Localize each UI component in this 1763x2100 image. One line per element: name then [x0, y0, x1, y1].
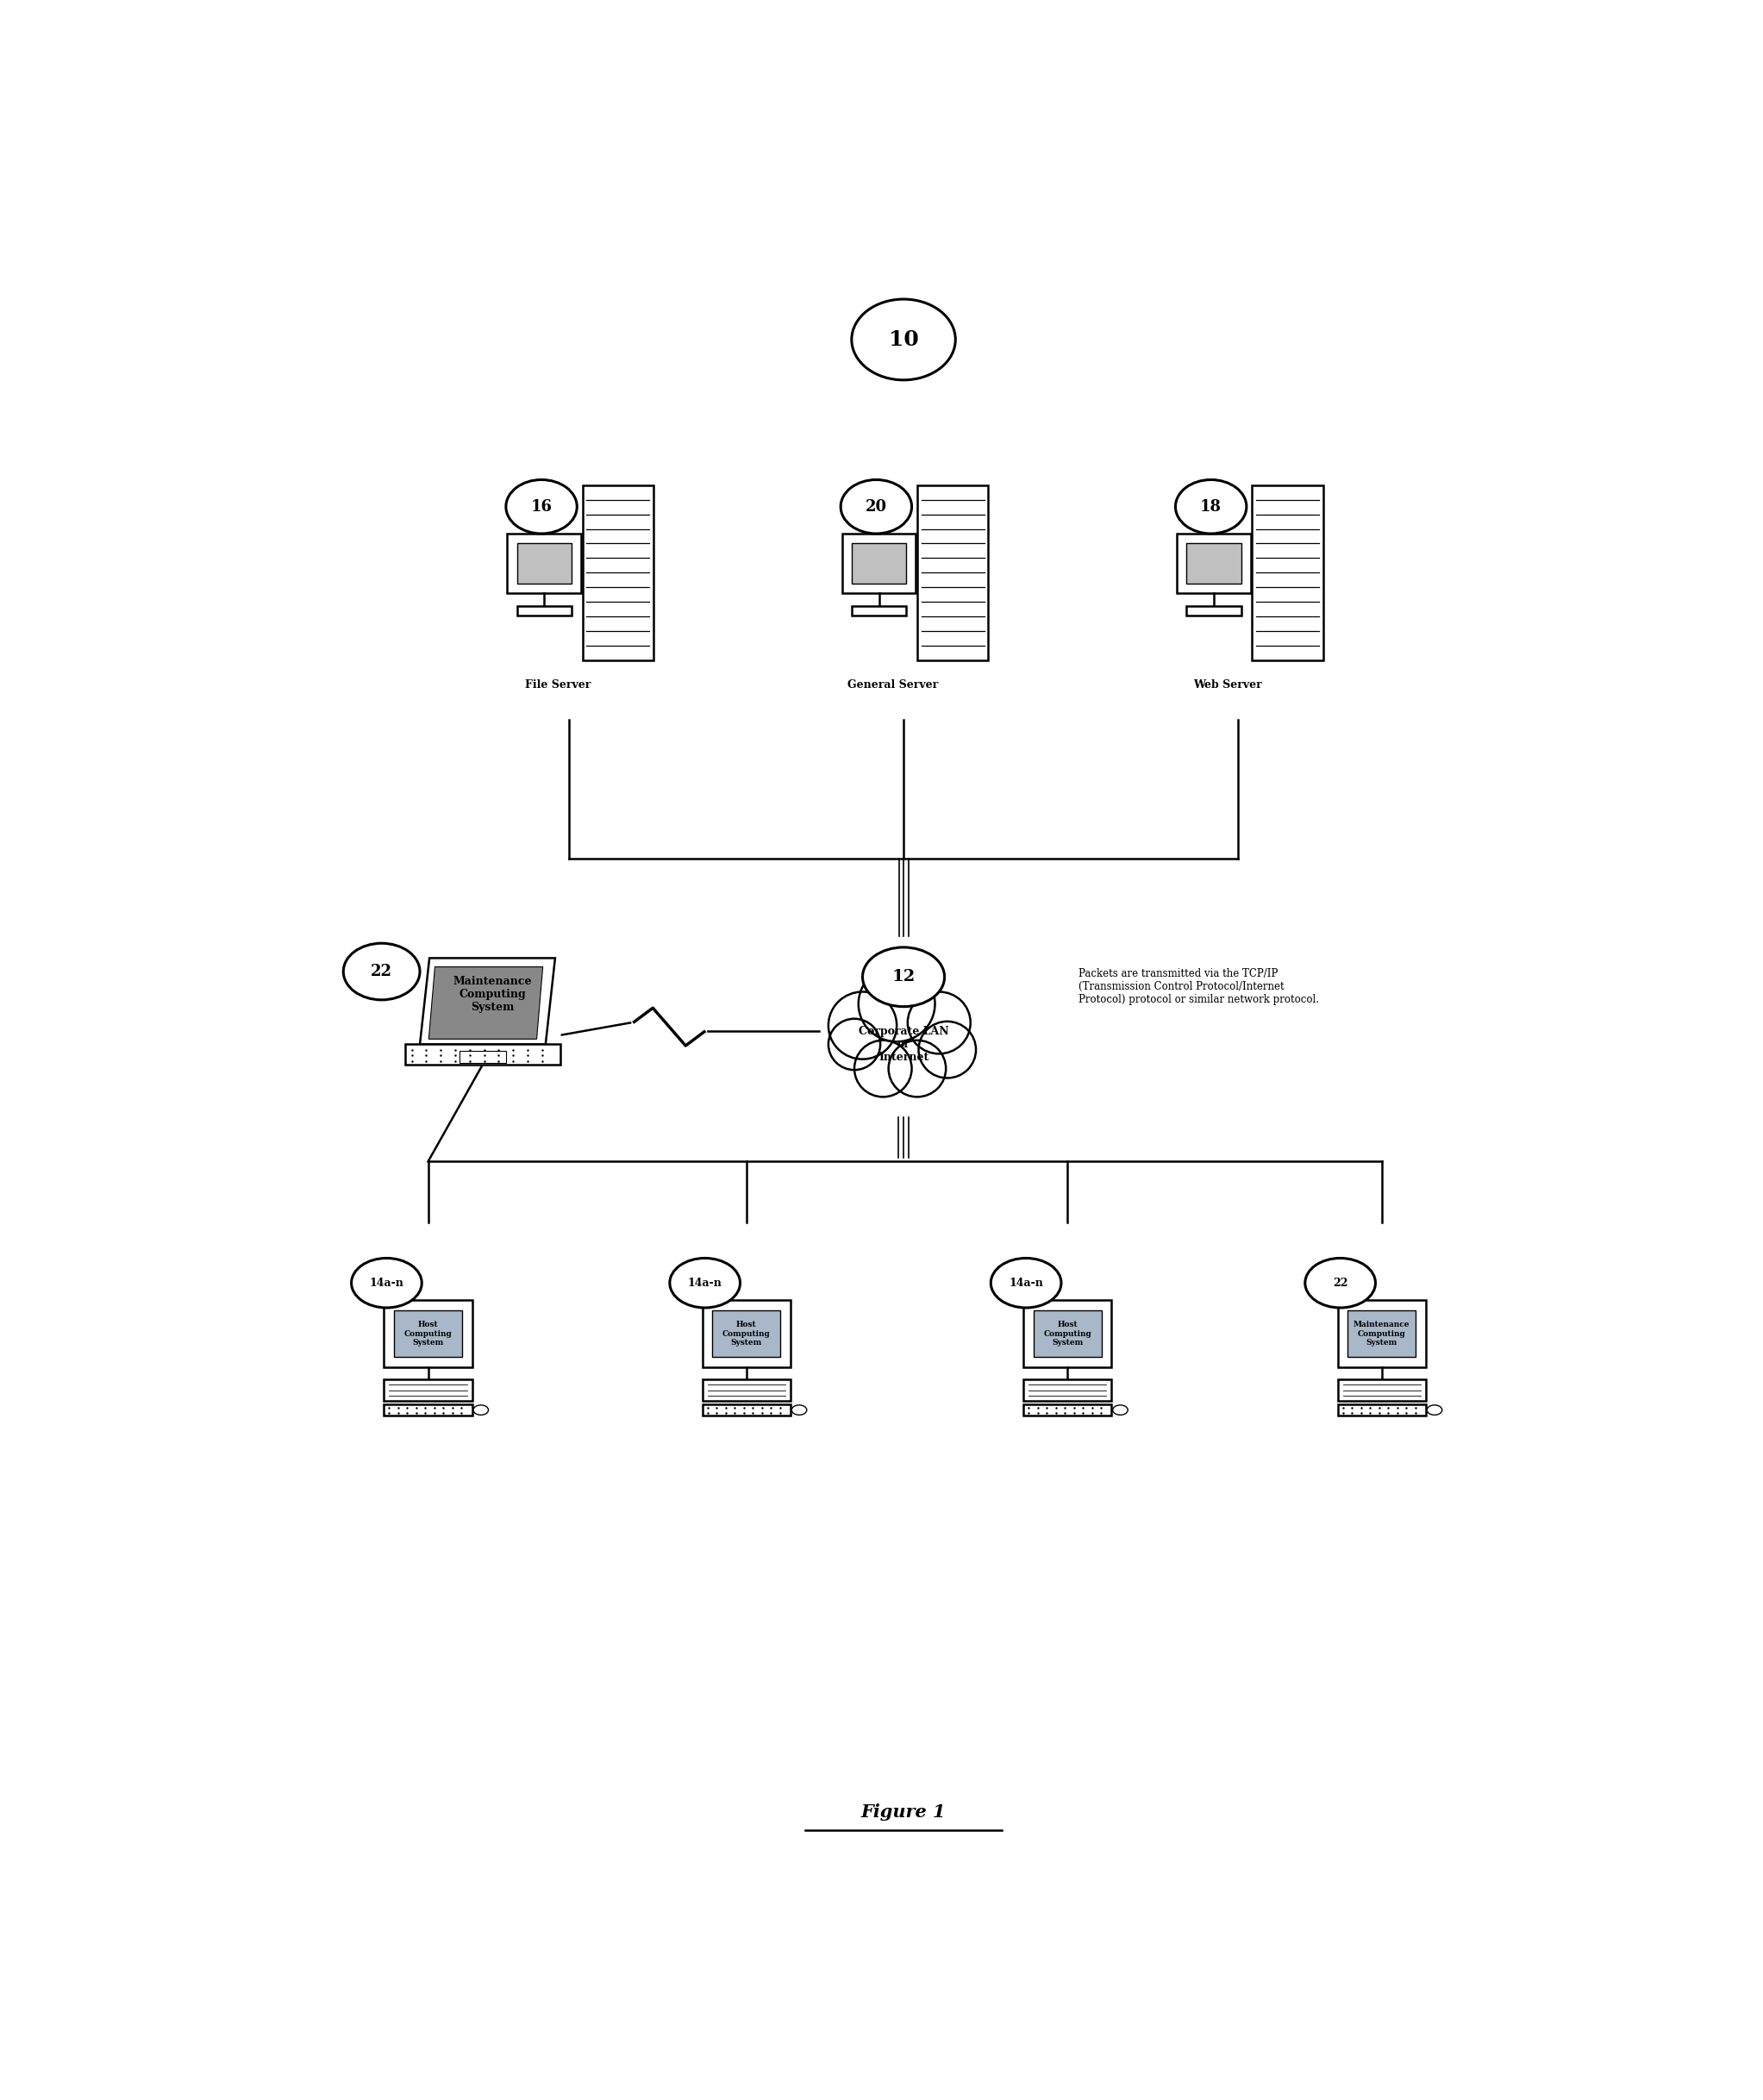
Bar — [702, 1380, 790, 1401]
Ellipse shape — [862, 947, 945, 1006]
Ellipse shape — [351, 1258, 421, 1308]
Text: 16: 16 — [531, 500, 552, 514]
Ellipse shape — [792, 1405, 807, 1415]
Bar — [384, 1380, 472, 1401]
Bar — [517, 544, 571, 584]
Bar — [460, 1052, 506, 1063]
Text: Figure 1: Figure 1 — [860, 1804, 947, 1821]
Circle shape — [829, 991, 897, 1058]
Text: 12: 12 — [892, 970, 915, 985]
Ellipse shape — [1305, 1258, 1375, 1308]
Bar — [1252, 485, 1322, 659]
Text: Maintenance
Computing
System: Maintenance Computing System — [1354, 1321, 1410, 1346]
Circle shape — [871, 1004, 936, 1069]
Bar — [1186, 607, 1241, 615]
Ellipse shape — [991, 1258, 1061, 1308]
Bar — [508, 533, 582, 592]
Ellipse shape — [1112, 1405, 1128, 1415]
Bar — [1024, 1300, 1111, 1367]
Circle shape — [889, 1039, 947, 1096]
Text: 14a-n: 14a-n — [688, 1277, 723, 1289]
Bar — [1024, 1380, 1111, 1401]
Bar — [384, 1405, 472, 1415]
Circle shape — [859, 966, 934, 1042]
Ellipse shape — [1176, 479, 1246, 533]
Bar — [702, 1300, 790, 1367]
Circle shape — [908, 991, 970, 1054]
Ellipse shape — [1426, 1405, 1442, 1415]
Text: Web Server: Web Server — [1194, 678, 1262, 691]
Bar — [405, 1044, 561, 1065]
Ellipse shape — [472, 1405, 488, 1415]
Bar — [395, 1310, 462, 1357]
Bar — [1033, 1310, 1102, 1357]
Text: Host
Computing
System: Host Computing System — [723, 1321, 770, 1346]
Bar — [582, 485, 654, 659]
Ellipse shape — [506, 479, 577, 533]
Text: Host
Computing
System: Host Computing System — [1044, 1321, 1091, 1346]
Text: Host
Computing
System: Host Computing System — [404, 1321, 451, 1346]
Text: Packets are transmitted via the TCP/IP
(Transmission Control Protocol/Internet
P: Packets are transmitted via the TCP/IP (… — [1079, 968, 1319, 1006]
Bar — [702, 1405, 790, 1415]
Polygon shape — [420, 958, 555, 1044]
Text: 14a-n: 14a-n — [370, 1277, 404, 1289]
Text: Corporate LAN
or
Internet: Corporate LAN or Internet — [859, 1025, 948, 1063]
Circle shape — [919, 1021, 977, 1077]
Text: Maintenance
Computing
System: Maintenance Computing System — [453, 976, 532, 1012]
Text: General Server: General Server — [848, 678, 938, 691]
Text: 22: 22 — [370, 964, 393, 979]
Bar — [852, 544, 906, 584]
Bar — [1338, 1405, 1426, 1415]
Circle shape — [855, 1039, 911, 1096]
Text: 22: 22 — [1333, 1277, 1347, 1289]
Ellipse shape — [670, 1258, 740, 1308]
Text: 14a-n: 14a-n — [1008, 1277, 1044, 1289]
Text: File Server: File Server — [525, 678, 591, 691]
Bar — [917, 485, 989, 659]
Bar — [1186, 544, 1241, 584]
Bar — [1024, 1405, 1111, 1415]
Bar — [1338, 1380, 1426, 1401]
Bar — [384, 1300, 472, 1367]
Ellipse shape — [841, 479, 911, 533]
Bar — [1178, 533, 1250, 592]
Bar — [843, 533, 915, 592]
Bar — [712, 1310, 781, 1357]
Ellipse shape — [852, 298, 956, 380]
Bar — [1347, 1310, 1416, 1357]
Text: 20: 20 — [866, 500, 887, 514]
Bar — [852, 607, 906, 615]
Text: 10: 10 — [889, 330, 919, 351]
Bar — [1338, 1300, 1426, 1367]
Bar — [517, 607, 571, 615]
Circle shape — [829, 1018, 880, 1069]
Ellipse shape — [344, 943, 420, 1000]
Text: 18: 18 — [1201, 500, 1222, 514]
Polygon shape — [428, 966, 543, 1039]
Polygon shape — [633, 1008, 705, 1046]
